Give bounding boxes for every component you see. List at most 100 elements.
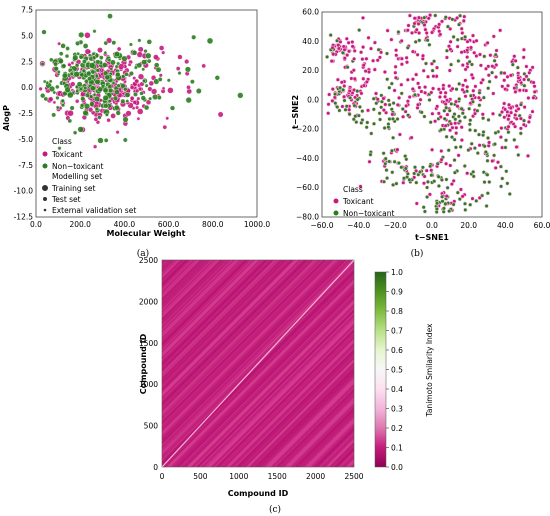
panel-b-point [335,38,340,43]
panel-b-point [495,160,501,165]
panel-a-point [74,63,80,68]
panel-b-point [326,111,331,116]
panel-b-point [527,115,533,120]
panel-b-point [486,117,491,122]
panel-c-stripe [162,260,248,346]
panel-c-diagonal [162,260,354,467]
panel-a-point [94,106,99,111]
panel-b-point [477,195,482,200]
panel-b-point [436,174,441,179]
panel-c-stripe [264,377,354,467]
panel-b-point [500,176,505,181]
panel-b-point [457,96,462,102]
panel-a-point [135,105,140,110]
panel-b-point [431,86,436,91]
panel-b-point [394,53,399,58]
panel-c-stripe [299,412,354,467]
panel-a-scatter: 0.0 200.0 400.0 600.0 800.0 1000.0 7.5 5.0 2.5 0… [2,6,270,260]
panel-b-point [330,86,335,92]
panel-b-point [391,100,396,106]
panel-a-point [99,55,104,60]
panel-a-point [201,63,206,69]
panel-a-point [114,64,119,69]
panel-b-point [336,42,341,48]
panel-a-point [127,62,132,67]
panel-a-y-tick-label: -5.0 [18,135,33,144]
panel-c-stripe [274,387,354,467]
panel-c-stripe [162,260,183,281]
panel-b-point [417,85,422,90]
panel-b-point [480,112,485,117]
colorbar-tick-label: 0.9 [391,288,403,297]
panel-b-point [428,120,433,125]
panel-a-point [84,32,91,39]
panel-b-point [381,179,387,184]
panel-b-point [412,171,417,176]
panel-b-point [472,146,478,151]
panel-b-point [455,37,460,42]
panel-b-point [439,127,444,132]
panel-b-point [382,125,387,131]
panel-a-point [78,54,84,60]
panel-a-point [141,59,148,66]
panel-b-point [364,79,370,84]
panel-a-point [115,71,121,78]
panel-a-point [140,95,146,101]
panel-a-x-tick-label: 800.0 [202,220,224,229]
panel-b-point [460,30,465,36]
panel-c-stripe [209,322,354,467]
panel-b-point [448,39,453,44]
panel-b-point [366,35,371,40]
panel-b-point [377,111,382,116]
panel-b-point [446,148,451,153]
panel-c-stripe [189,302,354,467]
panel-b-point [384,168,389,173]
panel-c-x-tick-label: 1500 [268,472,287,481]
panel-b-point [450,17,455,22]
panel-b-point [444,161,449,166]
panel-b-point [375,97,380,102]
panel-c-caption: (c) [269,504,281,515]
panel-b-point [513,89,518,94]
panel-b-point [403,166,408,171]
panel-c-x-label: Compound ID [228,489,289,498]
panel-b-x-tick-label: 0.0 [426,221,438,230]
panel-b-point [331,52,336,57]
panel-a-point [110,113,116,119]
panel-a-y-tick-label: 7.5 [21,6,33,15]
panel-c-x-tick-label: 1000 [229,472,248,481]
panel-b-point [497,112,503,118]
panel-c-stripe [162,260,213,311]
panel-b-point [336,46,342,51]
panel-b-legend-non-toxicant: Non−toxicant [343,209,395,218]
panel-b-point [512,85,517,91]
panel-a-point [62,72,68,79]
panel-b-point [427,42,432,47]
panel-c-stripe [259,372,354,467]
panel-a-point [102,94,109,101]
panel-b-point [400,106,405,112]
panel-b-point [477,90,482,95]
panel-b-point [395,147,400,152]
panel-a-point [167,87,174,94]
panel-a-legend-non-toxicant: Non−toxicant [52,162,104,171]
panel-b-point [475,108,480,113]
colorbar-tick-label: 0.2 [391,424,403,433]
panel-b-point [488,53,493,58]
panel-b-point [393,64,398,69]
panel-b-point [482,144,487,149]
panel-b-point [379,105,384,110]
panel-a-point [124,92,131,98]
panel-b-point [459,26,464,31]
panel-a-point [107,13,113,19]
panel-b-point [513,58,518,64]
panel-b-point [384,51,390,56]
panel-b-point [416,21,421,27]
panel-a-point [121,55,128,62]
panel-b-point [518,102,524,107]
panel-b-point [445,185,450,190]
panel-c-stripe [162,260,348,446]
panel-a-point [40,93,46,99]
panel-a-point [217,111,224,118]
